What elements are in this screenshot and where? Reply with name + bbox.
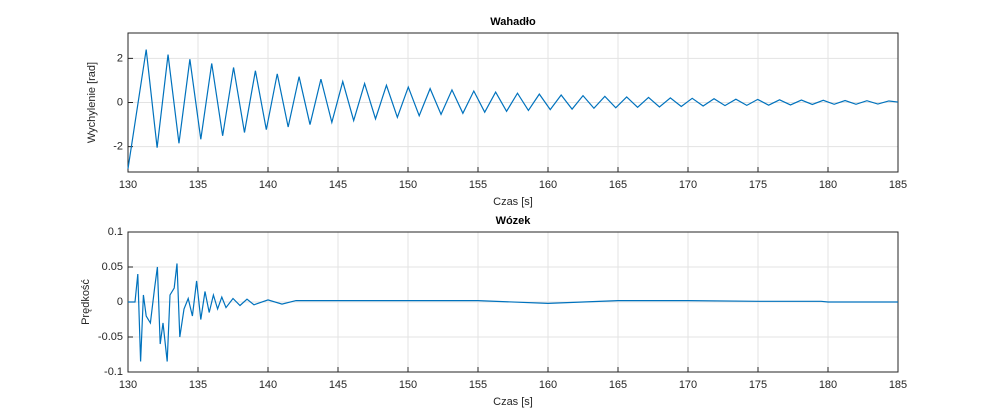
x-tick-label: 145 [329, 379, 347, 391]
x-axis-label: Czas [s] [493, 396, 533, 408]
y-axis-label: Wychylenie [rad] [86, 62, 98, 143]
y-tick-label: -0.1 [104, 366, 123, 378]
x-tick-label: 135 [189, 379, 207, 391]
x-tick-label: 155 [469, 179, 487, 191]
x-tick-label: 160 [539, 179, 557, 191]
y-tick-label: 0 [117, 96, 123, 108]
y-tick-label: 2 [117, 52, 123, 64]
chart-title: Wózek [496, 215, 532, 227]
y-tick-label: 0.1 [108, 226, 123, 238]
x-tick-label: 150 [399, 179, 417, 191]
y-tick-label: 0 [117, 296, 123, 308]
x-tick-label: 140 [259, 179, 277, 191]
x-tick-label: 130 [119, 379, 137, 391]
y-tick-label: 0.05 [102, 261, 123, 273]
x-tick-label: 165 [609, 179, 627, 191]
x-tick-label: 180 [819, 179, 837, 191]
data-line [128, 263, 898, 362]
x-tick-label: 175 [749, 179, 767, 191]
axes-box [127, 32, 899, 173]
y-tick-label: -0.05 [98, 331, 123, 343]
x-tick-label: 170 [679, 379, 697, 391]
y-tick-label: -2 [113, 141, 123, 153]
x-tick-label: 175 [749, 379, 767, 391]
x-tick-label: 155 [469, 379, 487, 391]
x-axis-label: Czas [s] [493, 196, 533, 208]
x-tick-label: 165 [609, 379, 627, 391]
x-tick-label: 135 [189, 179, 207, 191]
x-tick-label: 180 [819, 379, 837, 391]
x-tick-label: 130 [119, 179, 137, 191]
x-tick-label: 185 [889, 379, 907, 391]
x-tick-label: 160 [539, 379, 557, 391]
y-axis-label: Prędkość [80, 279, 92, 325]
data-line [127, 49, 899, 169]
x-tick-label: 145 [329, 179, 347, 191]
x-tick-label: 150 [399, 379, 417, 391]
x-tick-label: 185 [889, 179, 907, 191]
x-tick-label: 170 [679, 179, 697, 191]
x-tick-label: 140 [259, 379, 277, 391]
chart-title: Wahadło [490, 16, 536, 28]
